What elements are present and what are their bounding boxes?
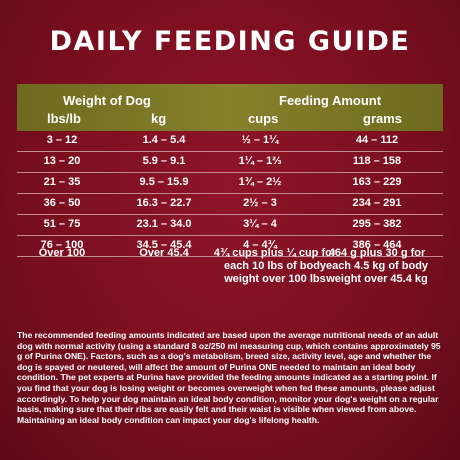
lbs-cell: 13 – 20 [43,155,81,167]
grams-cell: 464 g plus 30 g for each 4.5 kg of body … [325,247,429,285]
lbs-cell: 21 – 35 [43,176,81,188]
cups-cell: 2½ – 3 [243,197,277,209]
kg-cell: 23.1 – 34.0 [136,218,192,230]
table-row: 76 – 100 34.5 – 45.4 4 – 4¾ 386 – 464 [17,236,443,257]
lbs-column-header: lbs/lb [47,111,81,126]
feeding-amount-heading: Feeding Amount [279,93,382,108]
kg-cell: 34.5 – 45.4 [136,239,192,251]
kg-cell: 5.9 – 9.1 [142,155,186,167]
cups-cell: ½ – 1¼ [241,134,279,146]
weight-of-dog-heading: Weight of Dog [63,93,151,108]
page-title: DAILY FEEDING GUIDE [49,26,411,57]
table-row: 13 – 20 5.9 – 9.1 1¼ – 1⅔ 118 – 158 [17,152,443,173]
lbs-cell: 76 – 100 [40,239,84,251]
kg-column-header: kg [151,111,167,126]
kg-cell: 16.3 – 22.7 [136,197,192,209]
table-row: 36 – 50 16.3 – 22.7 2½ – 3 234 – 291 [17,194,443,215]
cups-cell: 1¼ – 1⅔ [238,155,282,167]
cups-cell: 4¾ cups plus ¼ cup for each 10 lbs of bo… [213,247,337,285]
kg-cell: 1.4 – 5.4 [142,134,186,146]
cups-cell: 4 – 4¾ [243,239,277,251]
table-row: 21 – 35 9.5 – 15.9 1¾ – 2½ 163 – 229 [17,173,443,194]
grams-cell: 234 – 291 [352,197,402,209]
grams-cell: 386 – 464 [352,239,402,251]
lbs-cell: 3 – 12 [46,134,78,146]
lbs-cell: 51 – 75 [43,218,81,230]
over-100-row: Over 100 Over 45.4 4¾ cups plus ¼ cup fo… [17,247,443,287]
table-header: Weight of Dog Feeding Amount lbs/lb kg c… [17,84,443,131]
lbs-cell: Over 100 [38,247,86,259]
cups-cell: 1¾ – 2½ [238,176,282,188]
feeding-table-body: 3 – 12 1.4 – 5.4 ½ – 1¼ 44 – 112 13 – 20… [17,131,443,257]
feeding-note-paragraph: The recommended feeding amounts indicate… [17,330,441,425]
grams-cell: 295 – 382 [352,218,402,230]
table-row: 3 – 12 1.4 – 5.4 ½ – 1¼ 44 – 112 [17,131,443,152]
lbs-cell: 36 – 50 [43,197,81,209]
grams-cell: 118 – 158 [352,155,402,167]
grams-cell: 163 – 229 [352,176,402,188]
cups-cell: 3¼ – 4 [243,218,277,230]
grams-cell: 44 – 112 [355,134,399,146]
kg-cell: Over 45.4 [139,247,189,259]
table-row: 51 – 75 23.1 – 34.0 3¼ – 4 295 – 382 [17,215,443,236]
cups-column-header: cups [248,111,279,126]
kg-cell: 9.5 – 15.9 [139,176,189,188]
grams-column-header: grams [363,111,403,126]
